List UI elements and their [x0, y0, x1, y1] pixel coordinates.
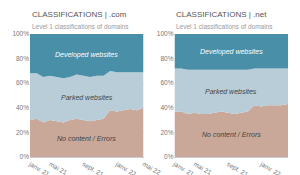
svg-text:0%: 0% — [20, 153, 30, 160]
svg-text:mai 21: mai 21 — [192, 160, 213, 175]
svg-text:60%: 60% — [160, 79, 173, 86]
svg-text:No content / Errors: No content / Errors — [57, 135, 116, 142]
svg-text:100%: 100% — [157, 30, 174, 37]
svg-text:Developed websites: Developed websites — [200, 48, 263, 56]
svg-text:Level 1 classifications of dom: Level 1 classifications of domains — [32, 23, 129, 30]
svg-text:80%: 80% — [16, 55, 29, 62]
svg-text:janv. 22: janv. 22 — [113, 160, 137, 175]
svg-text:40%: 40% — [16, 104, 29, 111]
svg-text:mai 22: mai 22 — [141, 160, 162, 175]
svg-text:Developed websites: Developed websites — [55, 51, 118, 59]
svg-text:Level 1 classifications of dom: Level 1 classifications of domains — [176, 23, 273, 30]
svg-text:20%: 20% — [16, 129, 29, 136]
svg-text:No content / Errors: No content / Errors — [202, 131, 261, 138]
svg-text:60%: 60% — [16, 79, 29, 86]
svg-text:sept. 21: sept. 21 — [81, 160, 105, 175]
svg-text:Parked websites: Parked websites — [61, 94, 113, 101]
svg-text:CLASSIFICATIONS | .com: CLASSIFICATIONS | .com — [32, 10, 127, 19]
svg-text:CLASSIFICATIONS | .net: CLASSIFICATIONS | .net — [176, 10, 267, 19]
svg-text:20%: 20% — [160, 129, 173, 136]
svg-text:mai 21: mai 21 — [48, 160, 69, 175]
svg-text:janv. 21: janv. 21 — [171, 160, 195, 175]
svg-text:Parked websites: Parked websites — [205, 88, 257, 95]
svg-text:janv. 22: janv. 22 — [258, 160, 282, 175]
svg-text:janv. 21: janv. 21 — [27, 160, 51, 175]
svg-text:100%: 100% — [12, 30, 29, 37]
svg-text:sept. 21: sept. 21 — [225, 160, 249, 175]
svg-text:40%: 40% — [160, 104, 173, 111]
svg-text:80%: 80% — [160, 55, 173, 62]
svg-text:0%: 0% — [164, 153, 174, 160]
